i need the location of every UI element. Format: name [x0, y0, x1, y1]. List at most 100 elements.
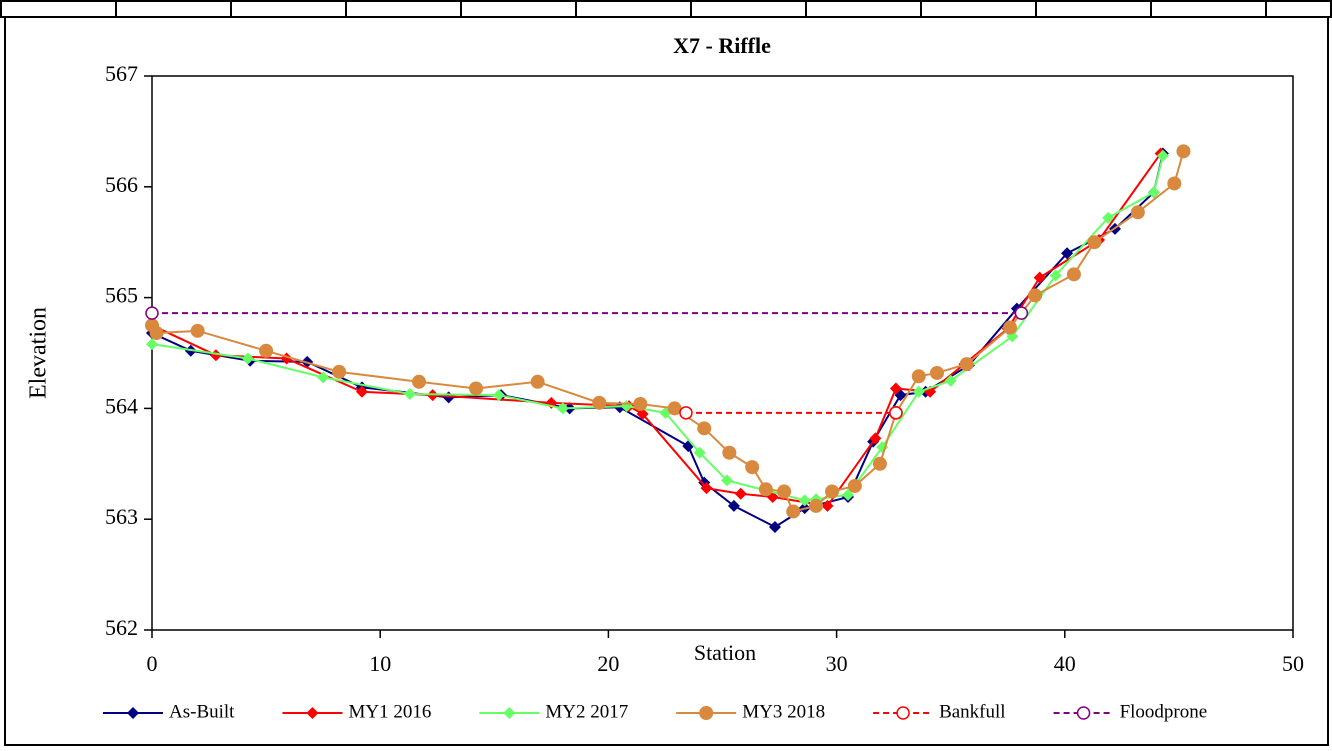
marker: [411, 374, 426, 389]
x-tick-label: 10: [369, 651, 391, 676]
marker: [1066, 267, 1081, 282]
marker: [592, 395, 607, 410]
marker: [633, 396, 648, 411]
chart-frame: [4, 16, 1329, 746]
marker: [944, 374, 957, 387]
legend-marker: [1076, 706, 1091, 720]
header-row: [0, 0, 1332, 18]
marker: [889, 382, 902, 395]
y-tick-label: 565: [105, 283, 138, 308]
marker: [209, 349, 222, 362]
legend-marker: [503, 707, 516, 719]
marker: [889, 406, 903, 420]
marker: [1014, 306, 1029, 320]
y-tick-label: 564: [105, 393, 138, 418]
marker: [146, 338, 158, 351]
series: [679, 406, 903, 420]
marker: [1087, 235, 1102, 250]
legend-item: Bankfull: [873, 701, 1006, 722]
marker: [145, 306, 159, 320]
marker: [1033, 271, 1046, 284]
legend-marker: [127, 707, 139, 719]
marker: [959, 357, 974, 372]
marker: [403, 387, 416, 400]
marker: [1167, 176, 1182, 191]
legend-label: MY3 2018: [742, 701, 825, 722]
marker: [842, 488, 855, 501]
series-line: [151, 151, 1185, 513]
marker: [798, 494, 811, 507]
marker: [1176, 144, 1191, 159]
y-tick-label: 567: [105, 61, 138, 86]
marker: [825, 484, 840, 499]
chart-title: X7 - Riffle: [673, 33, 771, 58]
series: [145, 306, 1029, 320]
legend-label: As-Built: [169, 701, 235, 722]
marker: [1102, 211, 1115, 224]
x-tick-label: 30: [826, 651, 848, 676]
header-cells: [0, 0, 1332, 18]
marker: [241, 352, 254, 365]
legend-marker: [306, 707, 319, 719]
marker: [697, 421, 712, 436]
marker: [745, 460, 760, 475]
series: [145, 144, 1191, 519]
marker: [469, 381, 484, 396]
marker: [556, 402, 569, 415]
marker: [722, 445, 737, 460]
marker: [727, 499, 740, 512]
marker: [149, 326, 164, 341]
marker: [259, 343, 274, 358]
marker: [355, 385, 368, 398]
x-tick-label: 20: [597, 651, 619, 676]
marker: [530, 374, 545, 389]
x-axis-label: Station: [694, 640, 756, 665]
marker: [869, 432, 882, 445]
marker: [636, 407, 649, 420]
marker: [734, 487, 747, 500]
legend-item: MY1 2016: [282, 701, 431, 722]
series: [146, 147, 1169, 533]
legend-label: Floodprone: [1120, 701, 1208, 722]
marker: [693, 446, 706, 459]
legend-label: Bankfull: [939, 701, 1006, 722]
plot-area: [151, 75, 1294, 631]
legend-marker: [896, 706, 910, 720]
marker: [809, 498, 824, 513]
marker: [667, 401, 682, 416]
marker: [721, 474, 734, 487]
legend-item: As-Built: [103, 701, 235, 722]
marker: [1147, 186, 1160, 199]
marker: [492, 389, 505, 402]
marker: [1003, 320, 1018, 335]
marker: [1028, 288, 1043, 303]
marker: [930, 365, 945, 380]
x-tick-label: 40: [1054, 651, 1076, 676]
legend-item: Floodprone: [1053, 701, 1208, 722]
legend-item: MY3 2018: [676, 701, 825, 722]
marker: [821, 499, 834, 512]
marker: [682, 440, 695, 453]
marker: [1130, 205, 1145, 220]
marker: [758, 482, 773, 497]
marker: [777, 484, 792, 499]
marker: [317, 371, 330, 384]
marker: [912, 385, 925, 398]
y-tick-label: 566: [105, 172, 138, 197]
marker: [1156, 149, 1169, 162]
marker: [679, 406, 693, 420]
y-tick-label: 562: [105, 615, 138, 640]
marker: [1049, 269, 1062, 282]
y-axis-label: Elevation: [26, 307, 52, 399]
marker: [1061, 247, 1074, 260]
marker: [332, 364, 347, 379]
x-tick-label: 0: [147, 651, 158, 676]
legend-label: MY2 2017: [545, 701, 628, 722]
marker: [872, 456, 887, 471]
marker: [190, 323, 205, 338]
marker: [768, 520, 781, 533]
marker: [911, 369, 926, 384]
legend-label: MY1 2016: [348, 701, 431, 722]
